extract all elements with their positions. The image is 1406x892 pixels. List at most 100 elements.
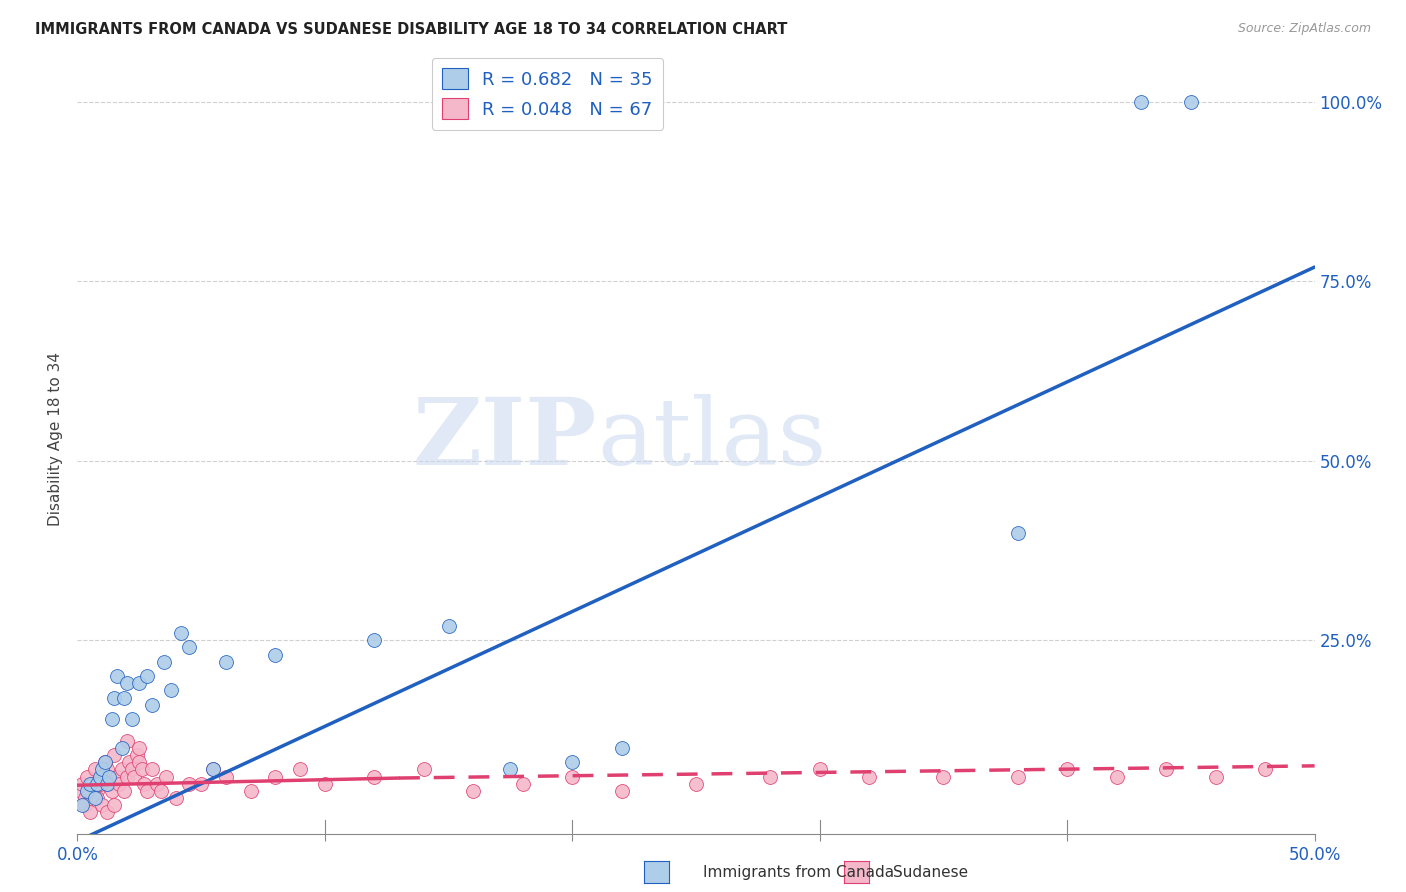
Y-axis label: Disability Age 18 to 34: Disability Age 18 to 34 [48, 352, 63, 526]
Point [190, 777, 212, 791]
Point [264, 770, 287, 784]
Point [141, 698, 163, 712]
Point [135, 669, 157, 683]
Point [105, 770, 128, 784]
Point [115, 676, 138, 690]
Point [1254, 763, 1277, 777]
Point [150, 784, 173, 798]
Point [512, 777, 534, 791]
Point [111, 740, 134, 755]
Point [610, 740, 633, 755]
Point [1180, 95, 1202, 109]
Point [96, 777, 118, 791]
Point [101, 712, 124, 726]
Point [561, 756, 583, 770]
Point [135, 784, 157, 798]
Point [155, 770, 177, 784]
Point [89, 770, 111, 784]
Point [170, 626, 193, 640]
Point [111, 763, 134, 777]
Point [108, 777, 131, 791]
Point [437, 619, 460, 633]
Point [72, 777, 94, 791]
Point [215, 770, 238, 784]
Point [932, 770, 955, 784]
Point [82, 777, 104, 791]
Text: atlas: atlas [598, 394, 827, 484]
Point [79, 784, 101, 798]
Point [86, 784, 108, 798]
Point [118, 756, 141, 770]
Point [202, 763, 225, 777]
Point [128, 740, 150, 755]
Point [69, 784, 91, 798]
Point [96, 763, 118, 777]
Point [1154, 763, 1177, 777]
Point [1105, 770, 1128, 784]
Point [115, 770, 138, 784]
Point [177, 640, 200, 655]
Point [858, 770, 880, 784]
Point [103, 690, 125, 705]
Point [122, 770, 145, 784]
Point [128, 756, 150, 770]
Point [101, 784, 124, 798]
Point [463, 784, 485, 798]
Point [264, 648, 287, 662]
Point [177, 777, 200, 791]
Legend: R = 0.682   N = 35, R = 0.048   N = 67: R = 0.682 N = 35, R = 0.048 N = 67 [432, 58, 664, 130]
Point [145, 777, 167, 791]
Point [73, 791, 96, 805]
Point [239, 784, 262, 798]
Point [759, 770, 782, 784]
Point [115, 733, 138, 747]
Point [314, 777, 336, 791]
Point [153, 655, 176, 669]
Point [412, 763, 434, 777]
Text: Source: ZipAtlas.com: Source: ZipAtlas.com [1237, 22, 1371, 36]
Text: Sudanese: Sudanese [893, 865, 967, 880]
Point [1205, 770, 1227, 784]
Point [79, 805, 101, 820]
Point [86, 791, 108, 805]
Point [1130, 95, 1153, 109]
Point [76, 770, 98, 784]
Point [1007, 770, 1029, 784]
Point [610, 784, 633, 798]
Point [76, 784, 98, 798]
Text: ZIP: ZIP [413, 394, 598, 484]
Point [91, 798, 114, 813]
Point [93, 756, 115, 770]
Point [105, 669, 128, 683]
Point [73, 798, 96, 813]
Point [125, 747, 148, 762]
Point [89, 777, 111, 791]
Point [561, 770, 583, 784]
Point [96, 805, 118, 820]
Point [91, 770, 114, 784]
Point [499, 763, 522, 777]
Point [685, 777, 707, 791]
Point [141, 763, 163, 777]
Point [79, 777, 101, 791]
Point [112, 690, 135, 705]
Point [808, 763, 831, 777]
Point [91, 763, 114, 777]
Point [202, 763, 225, 777]
Point [93, 756, 115, 770]
Point [121, 712, 143, 726]
Point [103, 798, 125, 813]
Point [128, 676, 150, 690]
Point [160, 683, 183, 698]
Point [83, 763, 105, 777]
Point [165, 791, 187, 805]
Point [131, 763, 153, 777]
Point [1056, 763, 1078, 777]
Point [86, 777, 108, 791]
Point [215, 655, 238, 669]
Point [134, 777, 156, 791]
Point [112, 784, 135, 798]
Point [83, 791, 105, 805]
Point [121, 763, 143, 777]
Point [288, 763, 311, 777]
